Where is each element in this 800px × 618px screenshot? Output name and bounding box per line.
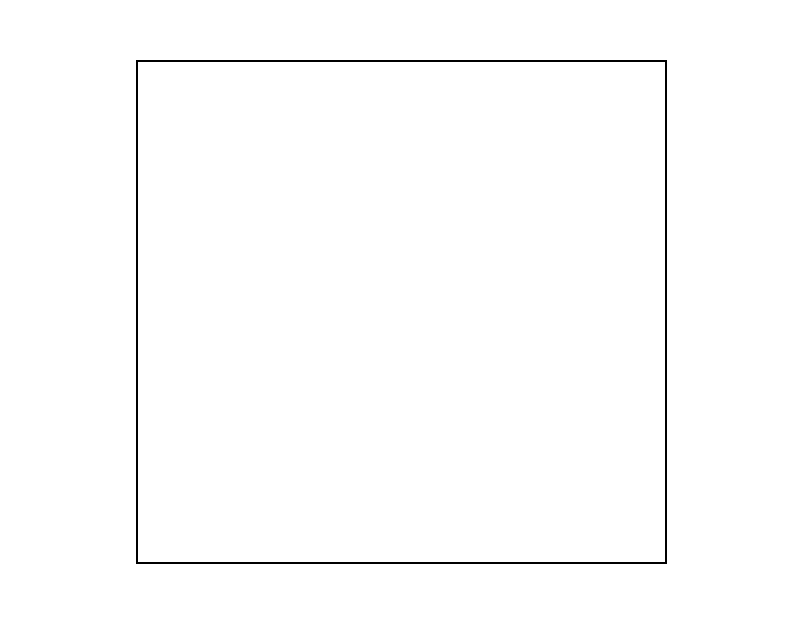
colorbar: [712, 58, 746, 589]
map-plot-area: [136, 60, 667, 564]
vertical-velocity-field-map: [138, 62, 665, 562]
